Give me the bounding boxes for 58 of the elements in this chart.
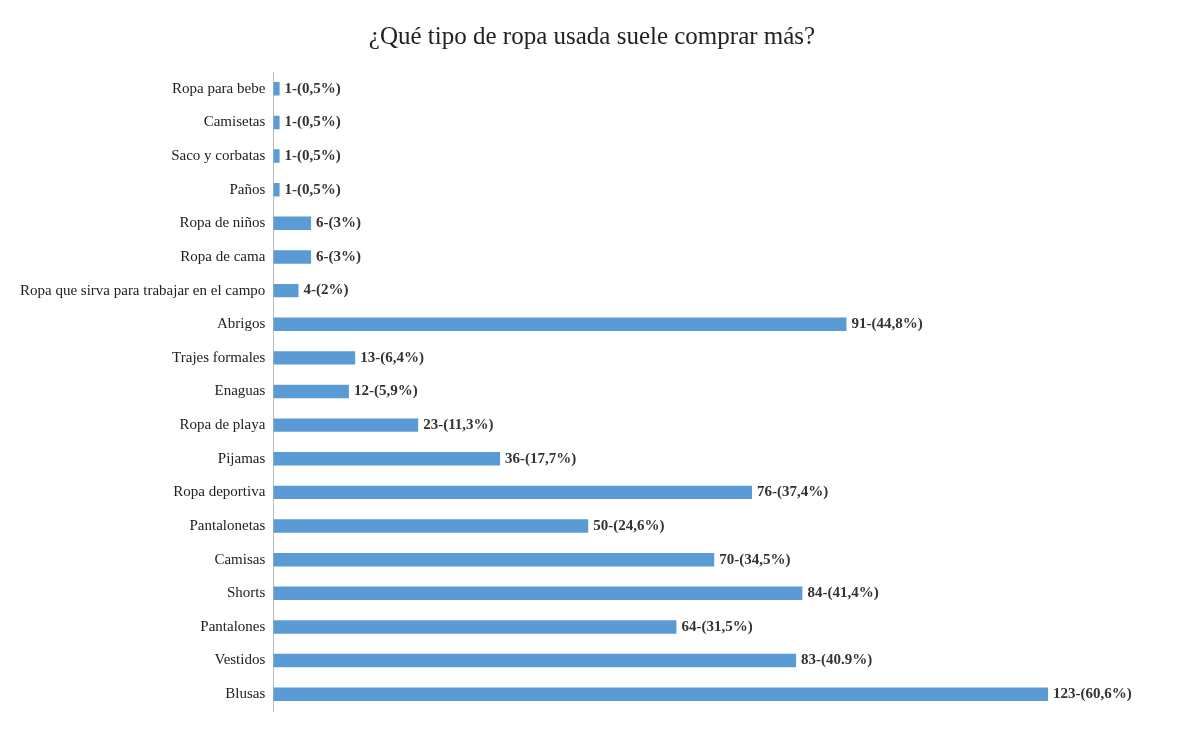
data-label: 4-(2%) <box>303 281 349 299</box>
y-tick-label: Ropa de niños <box>179 214 266 231</box>
bar <box>273 283 299 298</box>
y-tick-label: Ropa deportiva <box>173 483 266 500</box>
y-tick-label: Pantalones <box>200 617 266 634</box>
bar <box>273 384 349 399</box>
data-label: 13-(6,4%) <box>360 348 424 366</box>
data-label: 12-(5,9%) <box>353 382 418 400</box>
bar <box>273 552 715 567</box>
data-label: 91-(44,8%) <box>851 315 923 333</box>
y-tick-label: Vestidos <box>214 651 266 668</box>
bar <box>273 182 280 197</box>
y-tick-label: Trajes formales <box>172 348 266 365</box>
data-label: 1-(0,5%) <box>284 79 341 97</box>
bar <box>273 216 312 231</box>
data-label: 1-(0,5%) <box>284 146 341 164</box>
data-label: 1-(0,5%) <box>284 113 341 131</box>
y-tick-label: Abrigos <box>216 315 266 332</box>
data-label: 84-(41,4%) <box>807 584 879 602</box>
bar <box>273 687 1049 701</box>
y-tick-label: Paños <box>229 180 266 197</box>
data-label: 23-(11,3%) <box>423 416 494 434</box>
y-tick-label: Ropa de playa <box>179 416 266 433</box>
y-tick-label: Enaguas <box>214 382 266 399</box>
bar <box>273 485 752 500</box>
bar <box>273 115 280 130</box>
bar <box>273 351 356 365</box>
bar <box>273 620 677 634</box>
y-tick-label: Camisetas <box>203 113 266 130</box>
bar <box>273 519 589 533</box>
bar <box>273 452 501 466</box>
data-label: 70-(34,5%) <box>719 550 791 568</box>
y-tick-label: Blusas <box>225 685 266 702</box>
data-label: 50-(24,6%) <box>593 516 665 534</box>
data-label: 1-(0,5%) <box>284 180 341 198</box>
data-label: 36-(17,7%) <box>505 449 577 467</box>
data-label: 83-(40.9%) <box>801 651 873 669</box>
bar <box>273 82 280 96</box>
bar <box>273 418 419 432</box>
y-tick-label: Shorts <box>226 584 266 601</box>
data-label: 123-(60,6%) <box>1053 685 1132 703</box>
data-label: 6-(3%) <box>316 214 362 232</box>
y-tick-label: Saco y corbatas <box>171 147 266 164</box>
y-tick-label: Ropa de cama <box>180 247 266 264</box>
y-tick-label: Ropa que sirva para trabajar en el campo <box>19 281 266 298</box>
y-tick-label: Ropa para bebe <box>172 79 266 96</box>
y-tick-label: Pijamas <box>217 449 266 466</box>
bar <box>273 149 280 163</box>
data-label: 76-(37,4%) <box>757 483 829 501</box>
y-tick-label: Pantalonetas <box>189 516 266 533</box>
data-label: 6-(3%) <box>316 247 362 265</box>
chart-title: ¿Qué tipo de ropa usada suele comprar más? <box>368 21 816 49</box>
bar <box>273 250 312 264</box>
y-tick-label: Camisas <box>214 550 266 567</box>
bar <box>273 586 803 601</box>
data-label: 64-(31,5%) <box>681 617 753 635</box>
bar <box>273 317 847 331</box>
bar <box>273 653 797 668</box>
